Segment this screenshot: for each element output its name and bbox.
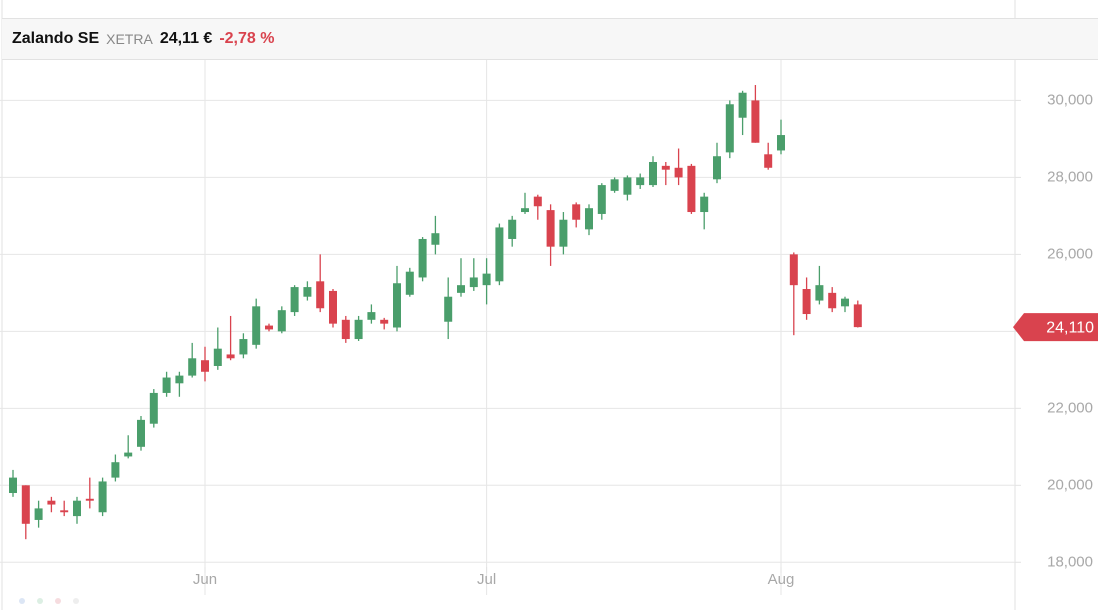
- candle-body: [418, 238, 427, 278]
- candle-body: [828, 292, 837, 309]
- y-tick-label: 18,000: [1047, 553, 1093, 570]
- candle-body: [431, 233, 440, 245]
- candle-body: [47, 500, 56, 505]
- candle-body: [405, 271, 414, 295]
- dot: [73, 598, 79, 604]
- candle-body: [34, 508, 43, 520]
- dot: [55, 598, 61, 604]
- y-tick-label: 22,000: [1047, 399, 1093, 416]
- candle-body: [316, 281, 325, 309]
- header: Zalando SE XETRA 24,11 € -2,78 %: [2, 18, 1098, 60]
- candle-body: [380, 319, 389, 324]
- dot: [37, 598, 43, 604]
- candle-body: [533, 196, 542, 207]
- candle-body: [674, 167, 683, 178]
- candle-body: [585, 208, 593, 230]
- candle-body: [687, 165, 696, 213]
- candle-body: [239, 339, 248, 355]
- candle-body: [124, 452, 133, 457]
- candle-body: [265, 325, 273, 330]
- candle-body: [354, 319, 363, 340]
- candle-body: [802, 289, 811, 315]
- candle-body: [277, 310, 286, 332]
- y-tick-label: 28,000: [1047, 168, 1093, 185]
- candle-body: [175, 375, 184, 384]
- candle-body: [60, 510, 69, 513]
- candle-body: [725, 104, 734, 153]
- candle-body: [559, 219, 568, 247]
- candle-body: [853, 304, 862, 328]
- price-tag: [1013, 313, 1098, 342]
- candle-body: [700, 196, 709, 213]
- stock-name: Zalando SE: [12, 30, 100, 47]
- candle-body: [252, 306, 261, 345]
- dot: [19, 598, 25, 604]
- candle-body: [815, 285, 824, 301]
- candle-body: [329, 290, 337, 324]
- change: -2,78 %: [219, 30, 275, 47]
- candle-body: [636, 177, 645, 186]
- candle-body: [623, 177, 632, 195]
- candle-body: [610, 179, 619, 191]
- x-tick-label: Aug: [768, 571, 795, 588]
- candle-body: [713, 156, 721, 180]
- candle-body: [764, 154, 773, 168]
- candle-body: [226, 354, 235, 359]
- candle-body: [482, 273, 491, 286]
- candle-body: [572, 204, 581, 220]
- candle-body: [21, 485, 30, 524]
- candle-body: [841, 298, 849, 307]
- y-tick-label: 20,000: [1047, 476, 1093, 493]
- candle-body: [751, 100, 760, 143]
- candle-body: [303, 287, 312, 297]
- candle-body: [661, 165, 670, 170]
- candle-body: [85, 498, 94, 501]
- candle-body: [201, 360, 209, 372]
- y-tick-label: 26,000: [1047, 245, 1093, 262]
- candle-body: [73, 500, 81, 517]
- candle-body: [495, 227, 504, 282]
- x-tick-label: Jun: [193, 571, 217, 588]
- candle-body: [149, 392, 158, 424]
- candle-body: [111, 462, 120, 478]
- candle-body: [444, 296, 453, 322]
- candle-body: [9, 477, 17, 494]
- price: 24,11 €: [159, 30, 213, 47]
- candle-body: [98, 481, 107, 513]
- candle-body: [290, 287, 299, 313]
- y-tick-label: 30,000: [1047, 91, 1093, 108]
- candle-body: [521, 208, 529, 213]
- candle-body: [137, 419, 145, 447]
- candle-body: [789, 254, 798, 286]
- candle-body: [393, 283, 401, 328]
- candle-body: [546, 210, 555, 247]
- price-tag-label: 24,110: [1046, 319, 1094, 336]
- candle-body: [469, 277, 478, 288]
- exchange: XETRA: [106, 31, 153, 47]
- candle-body: [367, 312, 376, 320]
- x-tick-label: Jul: [477, 571, 496, 588]
- candle-body: [162, 377, 171, 393]
- candle-body: [597, 185, 606, 214]
- candle-body: [341, 319, 350, 340]
- candle-body: [777, 135, 785, 151]
- candle-body: [457, 285, 465, 293]
- candle-body: [213, 348, 222, 366]
- candle-body: [649, 161, 657, 186]
- candle-body: [508, 219, 517, 239]
- candle-body: [738, 92, 747, 118]
- candle-body: [188, 358, 197, 376]
